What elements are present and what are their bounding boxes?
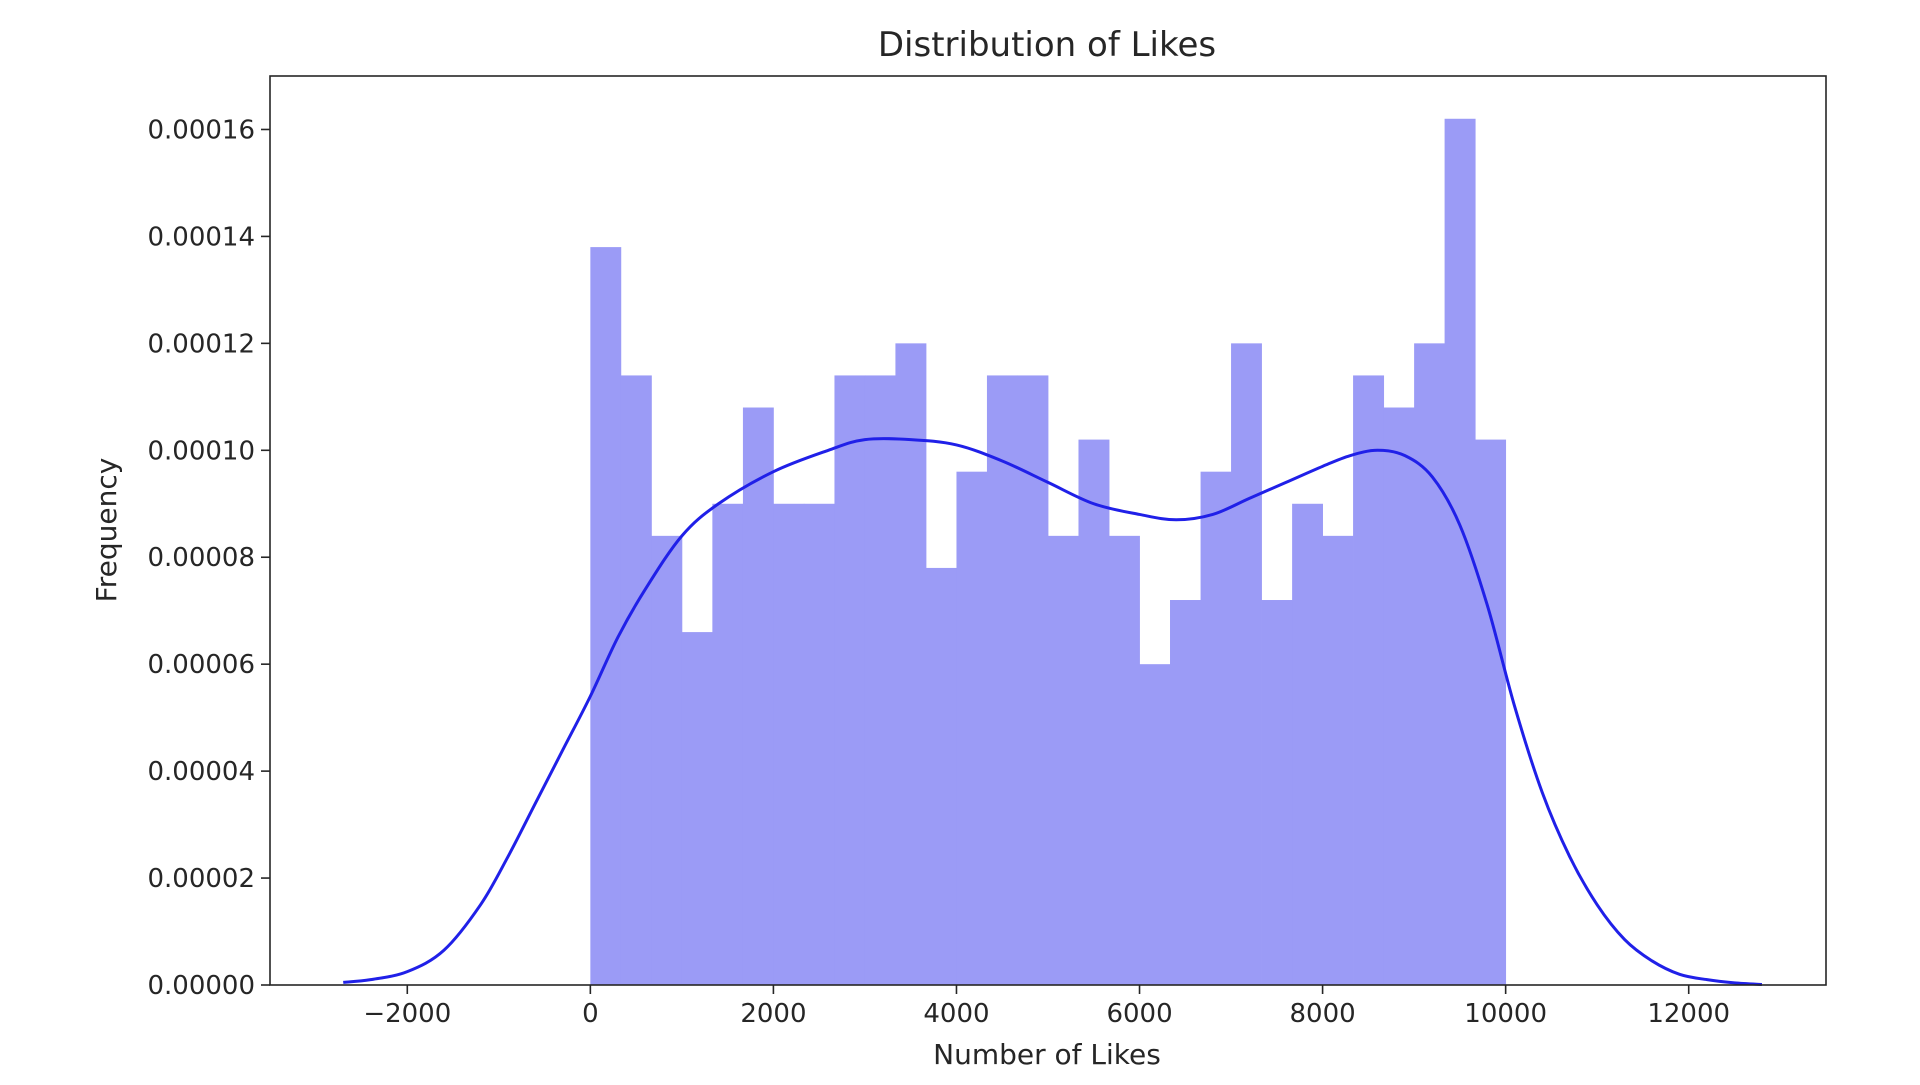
x-tick-label: −2000 xyxy=(363,999,451,1029)
plot-frame xyxy=(269,75,1827,986)
histogram-bar xyxy=(1170,600,1201,985)
histogram-bar xyxy=(773,503,805,985)
histogram-bar xyxy=(1475,439,1507,986)
histogram-bar xyxy=(1353,375,1385,985)
y-tick-label: 0.00010 xyxy=(147,436,255,466)
histogram-bars xyxy=(590,118,1507,986)
histogram-bar xyxy=(681,632,713,985)
histogram-bar xyxy=(1414,343,1445,986)
histogram-bar xyxy=(1383,407,1415,985)
y-tick-label: 0.00016 xyxy=(147,115,255,145)
histogram-bar xyxy=(1200,471,1232,985)
histogram-bar xyxy=(742,407,774,985)
kde-line xyxy=(343,437,1763,986)
x-tick-label: 0 xyxy=(582,999,599,1029)
histogram-bar xyxy=(1231,343,1262,986)
histogram-bar xyxy=(1261,600,1293,985)
histogram-bar xyxy=(651,535,683,985)
x-tick-label: 8000 xyxy=(1290,999,1356,1029)
histogram-bar xyxy=(1048,535,1079,985)
histogram-bar xyxy=(1139,664,1171,985)
histogram-bar xyxy=(986,375,1018,985)
x-axis-label: Number of Likes xyxy=(933,1038,1161,1071)
y-tick-label: 0.00006 xyxy=(147,650,255,680)
histogram-bar xyxy=(803,503,835,985)
kde-curve-layer xyxy=(343,437,1763,986)
x-axis-ticks: −2000 0 2000 4000 6000 8000 10000 12000 xyxy=(363,985,1730,1029)
histogram-bar xyxy=(956,471,988,985)
histogram-bar xyxy=(590,247,622,985)
x-tick-label: 10000 xyxy=(1464,999,1547,1029)
histogram-bar xyxy=(1109,535,1140,985)
histogram-bar xyxy=(620,375,652,985)
y-tick-label: 0.00012 xyxy=(147,329,255,359)
histogram-bar xyxy=(925,567,957,985)
histogram-bar xyxy=(1322,535,1354,985)
histogram-bar xyxy=(1078,439,1110,986)
chart-title: Distribution of Likes xyxy=(878,25,1216,65)
y-tick-label: 0.00008 xyxy=(147,543,255,573)
y-axis-ticks: 0.00000 0.00002 0.00004 0.00006 0.00008 0.000… xyxy=(147,115,270,1001)
histogram-bar xyxy=(1292,503,1323,985)
y-tick-label: 0.00004 xyxy=(147,757,255,787)
x-tick-label: 4000 xyxy=(923,999,989,1029)
y-axis-label: Frequency xyxy=(90,458,123,603)
histogram-bar xyxy=(712,503,744,985)
x-tick-label: 6000 xyxy=(1106,999,1172,1029)
y-tick-label: 0.00014 xyxy=(147,222,255,252)
x-tick-label: 2000 xyxy=(740,999,806,1029)
histogram-bar xyxy=(834,375,866,985)
y-tick-label: 0.00000 xyxy=(147,971,255,1001)
histogram-bar xyxy=(1017,375,1049,985)
histogram-bar xyxy=(895,343,927,986)
y-tick-label: 0.00002 xyxy=(147,864,255,894)
x-tick-label: 12000 xyxy=(1647,999,1730,1029)
histogram-bar xyxy=(864,375,896,985)
